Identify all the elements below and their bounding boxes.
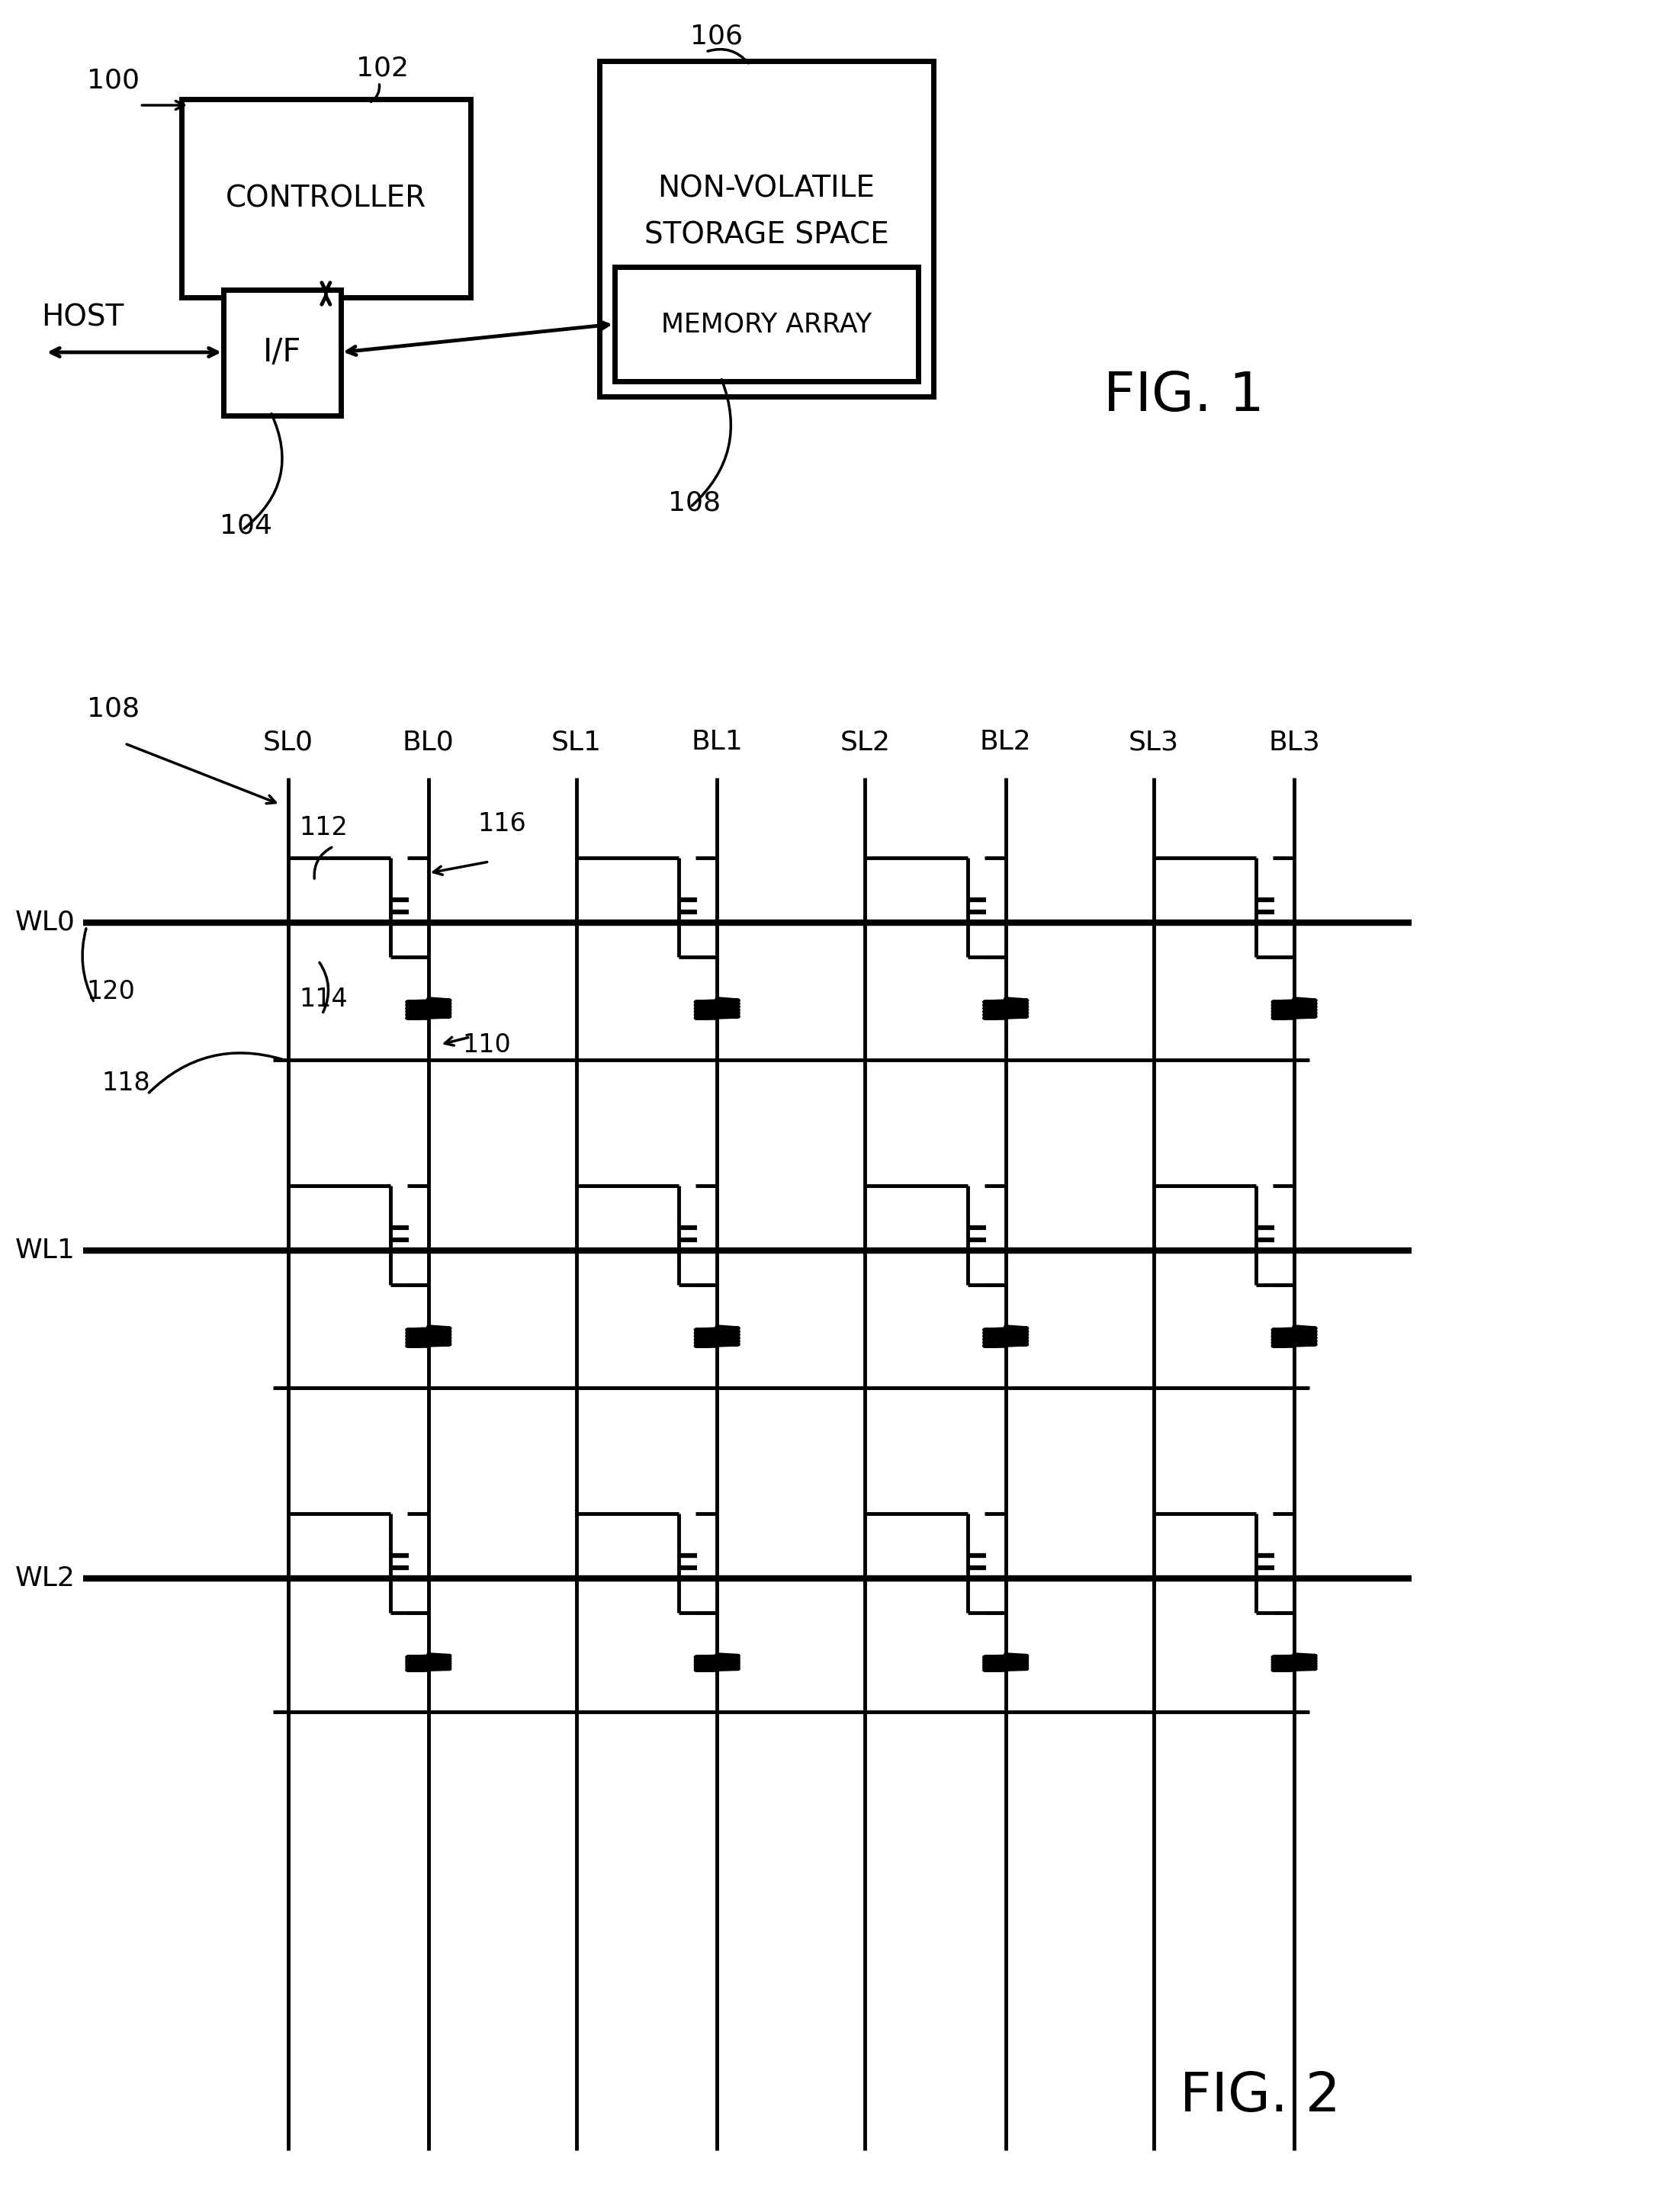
Text: BL3: BL3	[1268, 728, 1320, 754]
Text: BL1: BL1	[690, 728, 743, 754]
Text: MEMORY ARRAY: MEMORY ARRAY	[662, 311, 872, 338]
Text: 104: 104	[220, 513, 272, 539]
Text: HOST: HOST	[40, 303, 124, 333]
Text: BL0: BL0	[403, 728, 454, 754]
Text: FIG. 1: FIG. 1	[1104, 371, 1265, 423]
Text: SL3: SL3	[1129, 728, 1179, 754]
Text: SL1: SL1	[551, 728, 601, 754]
Text: NON-VOLATILE: NON-VOLATILE	[659, 173, 875, 204]
Text: WL2: WL2	[15, 1566, 76, 1592]
Text: 114: 114	[299, 987, 348, 1011]
Bar	[223, 289, 341, 414]
Text: WL1: WL1	[15, 1237, 76, 1263]
Text: 116: 116	[477, 811, 526, 836]
Bar	[181, 99, 470, 298]
Bar	[615, 268, 919, 382]
Text: STORAGE SPACE: STORAGE SPACE	[643, 221, 889, 250]
Text: SL0: SL0	[262, 728, 312, 754]
Text: BL2: BL2	[979, 728, 1032, 754]
Text: CONTROLLER: CONTROLLER	[225, 184, 427, 213]
Text: WL0: WL0	[15, 910, 76, 936]
Text: 118: 118	[102, 1070, 151, 1096]
Text: 108: 108	[87, 695, 139, 721]
Text: 112: 112	[299, 816, 348, 840]
Text: SL2: SL2	[840, 728, 890, 754]
Text: 106: 106	[690, 24, 743, 50]
Text: 120: 120	[87, 978, 136, 1004]
Text: 108: 108	[667, 491, 721, 515]
Text: I/F: I/F	[264, 338, 301, 368]
Bar	[600, 61, 934, 397]
Text: 110: 110	[462, 1033, 511, 1057]
Text: FIG. 2: FIG. 2	[1179, 2070, 1341, 2123]
Text: 100: 100	[87, 68, 139, 92]
Text: 102: 102	[356, 55, 408, 81]
